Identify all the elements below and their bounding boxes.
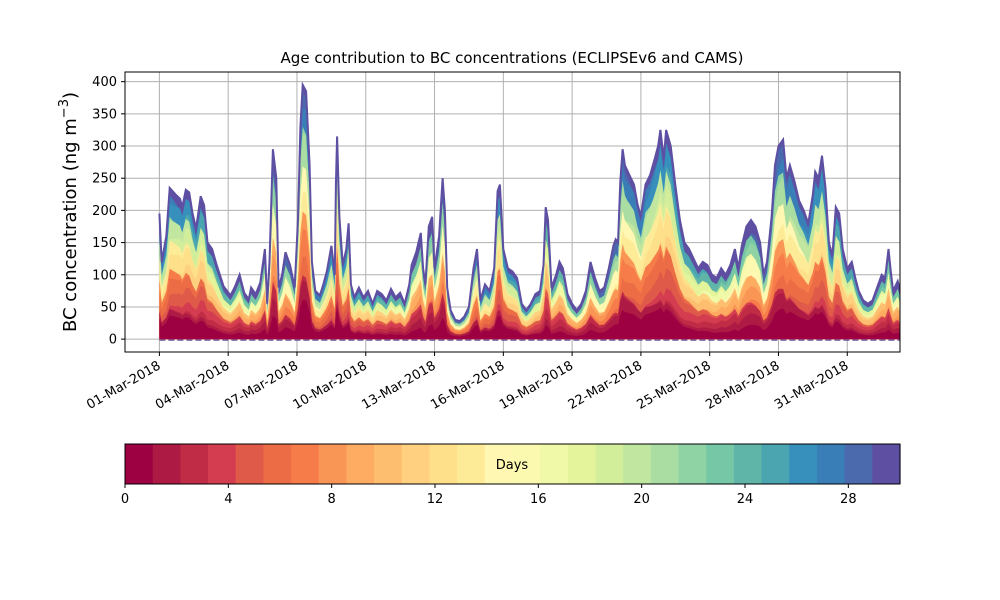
x-tick-label: 07-Mar-2018: [222, 358, 301, 412]
chart-title: Age contribution to BC concentrations (E…: [281, 49, 744, 67]
colorbar-cell: [595, 444, 624, 484]
x-axis: 01-Mar-201804-Mar-201807-Mar-201810-Mar-…: [84, 352, 851, 413]
colorbar-cell: [263, 444, 292, 484]
y-tick-label: 150: [92, 236, 117, 251]
y-tick-label: 100: [92, 268, 117, 283]
colorbar-cells: [125, 444, 901, 484]
colorbar-cell: [374, 444, 403, 484]
plot-area: 0 50 100 150 200 250 300 350 400 01-Mar-201804-M…: [84, 71, 901, 413]
colorbar-cell: [706, 444, 735, 484]
y-axis-label: BC concentration (ng m−3): [57, 92, 81, 332]
age-band-0: [159, 300, 900, 340]
x-tick-label: 10-Mar-2018: [291, 358, 370, 412]
y-tick-label: 300: [92, 140, 117, 155]
x-tick-label: 28-Mar-2018: [703, 358, 782, 412]
stacked-areas: [158, 81, 900, 341]
colorbar-cell: [678, 444, 707, 484]
y-tick-label: 200: [92, 204, 117, 219]
x-tick-label: 25-Mar-2018: [635, 358, 714, 412]
x-tick-label: 13-Mar-2018: [359, 358, 438, 412]
colorbar-cell: [540, 444, 569, 484]
colorbar-cell: [208, 444, 237, 484]
colorbar-tick-label: 12: [427, 492, 444, 507]
colorbar-label: Days: [496, 458, 529, 473]
colorbar-tick-label: 16: [530, 492, 547, 507]
total-line: [158, 81, 900, 323]
colorbar-cell: [872, 444, 901, 484]
colorbar-cell: [816, 444, 846, 484]
colorbar-cell: [125, 444, 154, 484]
x-tick-label: 04-Mar-2018: [153, 358, 232, 412]
colorbar-cell: [346, 444, 375, 484]
colorbar-cell: [733, 444, 763, 484]
colorbar-cell: [761, 444, 790, 484]
y-tick-label: 0: [109, 333, 117, 348]
colorbar-cell: [180, 444, 209, 484]
x-tick-label: 31-Mar-2018: [772, 358, 851, 412]
plot-frame: [124, 71, 901, 353]
colorbar-cell: [567, 444, 597, 484]
y-tick-label: 400: [92, 75, 117, 90]
colorbar-cell: [789, 444, 818, 484]
y-tick-label: 250: [92, 172, 117, 187]
colorbar-cell: [318, 444, 348, 484]
colorbar-cell: [457, 444, 486, 484]
colorbar-cell: [623, 444, 652, 484]
colorbar-cell: [484, 444, 514, 484]
colorbar-cell: [152, 444, 181, 484]
x-tick-label: 16-Mar-2018: [428, 358, 507, 412]
colorbar-cell: [429, 444, 458, 484]
colorbar-cell: [291, 444, 320, 484]
y-tick-label: 350: [92, 107, 117, 122]
x-tick-label: 22-Mar-2018: [566, 358, 645, 412]
colorbar-cell: [650, 444, 680, 484]
colorbar-ticks: 0 4 8 12 16 20 24 28: [121, 484, 857, 507]
colorbar-cell: [512, 444, 541, 484]
colorbar-tick-label: 24: [737, 492, 754, 507]
x-tick-label: 19-Mar-2018: [497, 358, 576, 412]
y-axis: 0 50 100 150 200 250 300 350 400: [92, 75, 125, 348]
colorbar: Days 0 4 8 12 16 20 24 28: [121, 443, 901, 507]
colorbar-cell: [401, 444, 431, 484]
colorbar-tick-label: 20: [633, 492, 650, 507]
colorbar-frame: [124, 443, 901, 485]
colorbar-tick-label: 4: [224, 492, 232, 507]
colorbar-tick-label: 28: [840, 492, 857, 507]
y-tick-label: 50: [100, 300, 117, 315]
colorbar-tick-label: 0: [121, 492, 129, 507]
colorbar-cell: [235, 444, 264, 484]
x-tick-label: 01-Mar-2018: [84, 358, 163, 412]
colorbar-tick-label: 8: [328, 492, 336, 507]
colorbar-cell: [844, 444, 873, 484]
